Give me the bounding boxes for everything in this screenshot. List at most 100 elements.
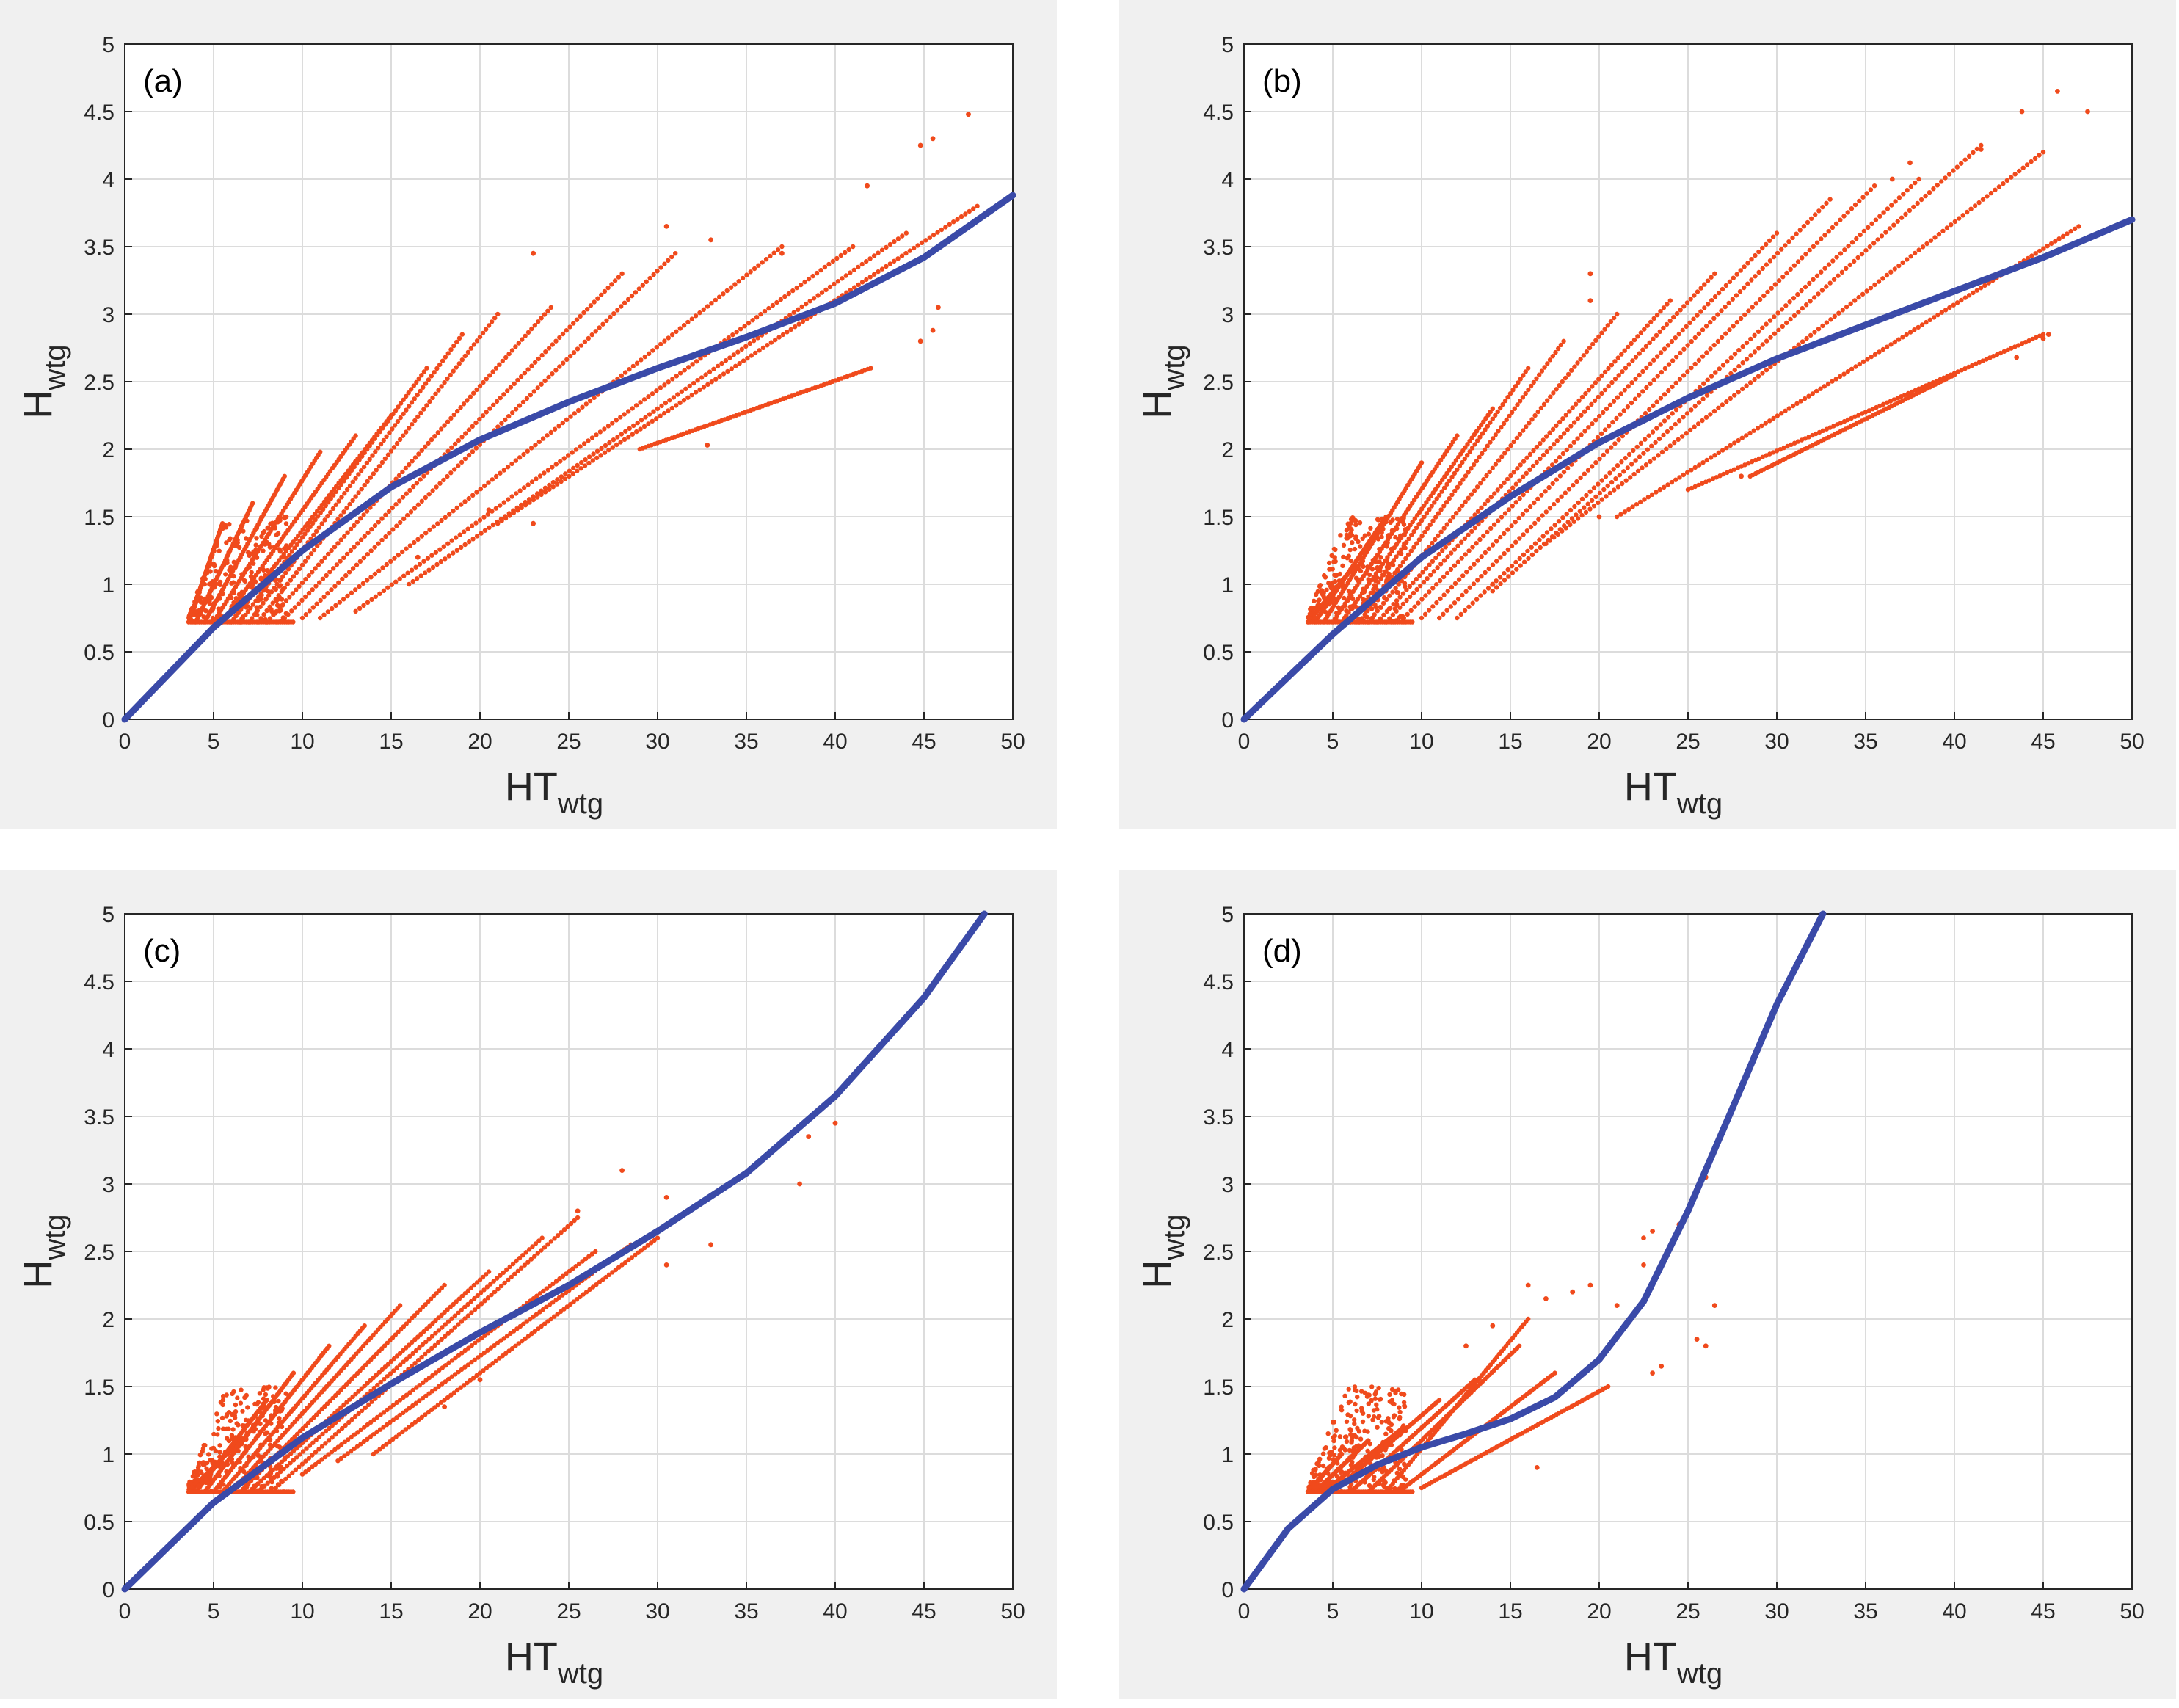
scatter-point (1720, 286, 1725, 292)
scatter-point (1378, 555, 1383, 560)
scatter-point (1534, 459, 1539, 465)
scatter-point (459, 332, 465, 337)
scatter-point (1680, 434, 1685, 439)
scatter-point (535, 385, 540, 390)
scatter-point (1367, 572, 1372, 578)
scatter-point (1769, 286, 1774, 291)
scatter-point (687, 383, 692, 389)
scatter-point (349, 468, 354, 473)
scatter-point (1339, 578, 1345, 584)
scatter-point (1680, 327, 1685, 333)
scatter-point (1378, 576, 1383, 581)
y-tick-label: 4 (1221, 168, 1234, 192)
scatter-point (1872, 352, 1878, 357)
scatter-point (1830, 258, 1836, 264)
scatter-point (1611, 315, 1617, 321)
scatter-point (674, 374, 679, 379)
scatter-point (265, 568, 270, 573)
scatter-point (1966, 364, 1971, 370)
scatter-point (838, 252, 844, 258)
scatter-point (589, 1251, 595, 1257)
scatter-point (1920, 244, 1926, 250)
scatter-point (1845, 210, 1850, 215)
scatter-point (1535, 409, 1540, 415)
scatter-point (481, 515, 487, 520)
scatter-point (1315, 589, 1320, 595)
scatter-point (1532, 500, 1537, 506)
scatter-point (1532, 413, 1538, 418)
scatter-point (449, 1358, 455, 1363)
scatter-point (1498, 534, 1503, 540)
scatter-point (749, 353, 754, 358)
scatter-point (306, 1456, 312, 1461)
scatter-point (393, 579, 399, 584)
scatter-point (423, 1378, 429, 1383)
scatter-point (636, 286, 642, 291)
scatter-point (1450, 515, 1456, 520)
scatter-point (418, 410, 423, 415)
scatter-point (1557, 473, 1563, 479)
scatter-point (1866, 225, 1871, 230)
scatter-point (1410, 619, 1415, 625)
scatter-point (401, 1359, 406, 1364)
scatter-point (359, 487, 364, 492)
scatter-point (1554, 423, 1559, 429)
scatter-point (287, 553, 292, 558)
scatter-point (555, 481, 560, 487)
scatter-point (1998, 350, 2004, 356)
scatter-point (1385, 555, 1390, 560)
scatter-point (280, 615, 285, 620)
scatter-point (1770, 234, 1776, 239)
scatter-point (1664, 321, 1670, 327)
scatter-point (1396, 582, 1401, 587)
scatter-point (1738, 268, 1743, 273)
scatter-point (1662, 418, 1667, 424)
scatter-point (674, 403, 679, 408)
scatter-point (488, 1345, 494, 1351)
scatter-point (484, 1365, 489, 1371)
scatter-point (612, 278, 618, 283)
scatter-point (283, 1476, 288, 1482)
scatter-point (1308, 606, 1313, 612)
scatter-point (1584, 349, 1590, 355)
scatter-point (481, 1350, 487, 1356)
scatter-point (666, 258, 671, 263)
scatter-point (272, 611, 278, 616)
scatter-point (519, 1265, 524, 1271)
scatter-point (504, 1333, 510, 1339)
scatter-point (726, 335, 731, 341)
scatter-point (1604, 494, 1609, 499)
scatter-point (552, 1314, 557, 1319)
scatter-point (1912, 250, 1918, 256)
scatter-point (1756, 269, 1761, 275)
scatter-point (424, 366, 429, 371)
scatter-point (1380, 573, 1386, 578)
scatter-point (228, 536, 233, 541)
scatter-point (1557, 419, 1563, 425)
scatter-point (1650, 492, 1655, 497)
scatter-point (1721, 471, 1726, 477)
scatter-point (721, 371, 727, 377)
scatter-point (647, 412, 652, 417)
scatter-point (342, 1453, 347, 1458)
scatter-point (1860, 291, 1866, 297)
scatter-point (967, 208, 972, 214)
scatter-point (1381, 612, 1386, 617)
y-tick-label: 2 (102, 438, 114, 462)
scatter-point (492, 316, 498, 321)
scatter-point (1474, 484, 1480, 490)
scatter-point (528, 1317, 533, 1322)
scatter-point (1888, 342, 1894, 347)
scatter-point (1980, 358, 1985, 363)
scatter-point (1449, 550, 1454, 556)
scatter-point (1394, 598, 1400, 603)
scatter-point (1593, 418, 1598, 423)
scatter-point (603, 443, 608, 448)
scatter-point (1731, 275, 1736, 280)
scatter-point (1493, 432, 1498, 437)
scatter-point (367, 457, 372, 462)
scatter-point (1797, 228, 1803, 233)
scatter-point (1806, 435, 1811, 440)
scatter-point (1887, 226, 1893, 231)
scatter-point (1557, 383, 1562, 388)
